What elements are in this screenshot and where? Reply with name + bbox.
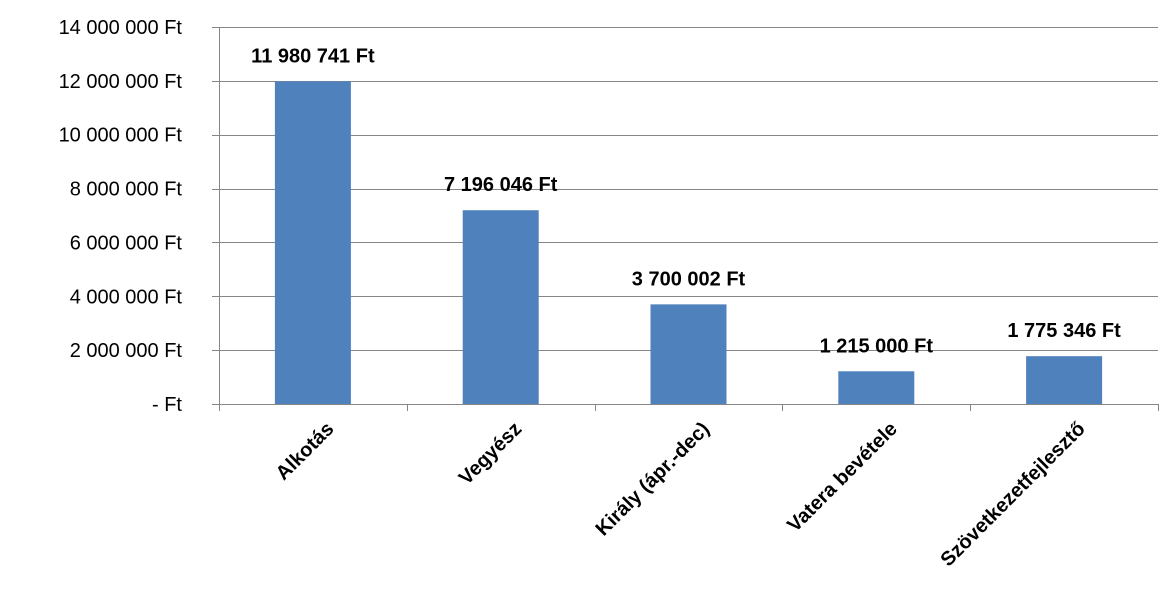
- y-tick-labels: - Ft 2 000 000 Ft 4 000 000 Ft 6 000 000 Ft…: [59, 17, 183, 416]
- data-label: 11 980 741 Ft: [251, 45, 375, 67]
- category-labels: Alkotás Vegyész Király (ápr.-dec) Vatera be…: [272, 418, 1090, 571]
- bar: [651, 304, 727, 404]
- bar: [463, 210, 539, 404]
- category-label: Vatera bevétele: [783, 418, 902, 537]
- data-label: 3 700 002 Ft: [632, 268, 746, 290]
- category-label: Király (ápr.-dec): [592, 418, 714, 540]
- category-label: Szövetkezetfejlesztő: [937, 418, 1090, 571]
- data-label: 1 215 000 Ft: [820, 335, 934, 357]
- category-label: Vegyész: [455, 418, 526, 489]
- y-tick-label: 14 000 000 Ft: [59, 17, 183, 39]
- data-label: 7 196 046 Ft: [444, 174, 558, 196]
- bar: [838, 371, 914, 404]
- bar: [1026, 356, 1102, 404]
- y-tick-label: 4 000 000 Ft: [70, 286, 183, 308]
- bar: [275, 81, 351, 404]
- y-tick-label: - Ft: [152, 394, 182, 416]
- y-tick-label: 6 000 000 Ft: [70, 232, 183, 254]
- y-tick-label: 10 000 000 Ft: [59, 125, 183, 147]
- y-tick-label: 12 000 000 Ft: [59, 71, 183, 93]
- y-tick-label: 2 000 000 Ft: [70, 340, 183, 362]
- category-label: Alkotás: [272, 418, 339, 485]
- gridlines: [219, 28, 1158, 351]
- data-label: 1 775 346 Ft: [1007, 320, 1121, 342]
- y-tick-label: 8 000 000 Ft: [70, 179, 183, 201]
